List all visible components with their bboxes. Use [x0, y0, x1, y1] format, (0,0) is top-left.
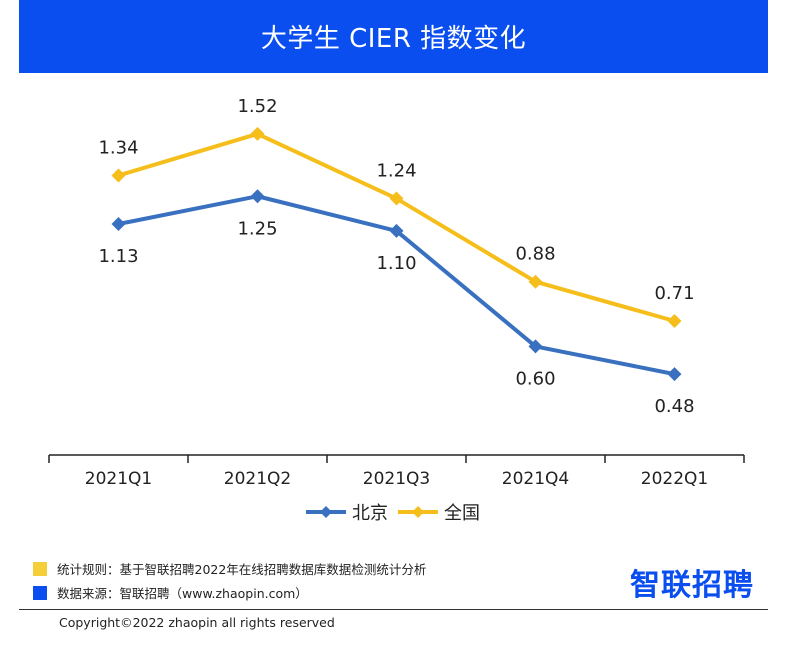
x-tick-label: 2021Q2 [224, 469, 291, 489]
data-source-note: 数据来源：智联招聘（www.zhaopin.com） [33, 583, 308, 602]
data-point-marker [250, 189, 265, 204]
x-tick-label: 2021Q1 [85, 469, 152, 489]
data-point-marker [528, 339, 543, 354]
data-point-marker [667, 367, 682, 382]
data-point-marker [111, 216, 126, 231]
stat-rule-note: 统计规则：基于智联招聘2022年在线招聘数据库数据检测统计分析 [33, 559, 426, 578]
x-tick-label: 2022Q1 [641, 469, 708, 489]
data-label: 1.34 [98, 137, 138, 158]
legend-marker [320, 506, 332, 518]
data-label: 1.24 [376, 161, 416, 182]
stat-rule-text: 统计规则：基于智联招聘2022年在线招聘数据库数据检测统计分析 [57, 562, 427, 577]
x-tick-label: 2021Q4 [502, 469, 569, 489]
data-point-marker [389, 191, 404, 206]
data-point-marker [389, 223, 404, 238]
line-chart: 2021Q1 2021Q2 2021Q3 2021Q4 2022Q1 1.13 1.25 1.… [48, 96, 745, 524]
legend-label: 北京 [352, 503, 388, 524]
zhaopin-logo: 智联招聘 [630, 568, 754, 603]
data-label: 1.25 [237, 218, 277, 239]
stat-rule-swatch [33, 561, 47, 576]
series-line-1 [116, 194, 677, 377]
data-label: 0.71 [654, 283, 694, 304]
data-point-marker [250, 126, 265, 141]
legend-marker [412, 506, 424, 518]
legend-label: 全国 [444, 503, 480, 524]
data-label: 1.13 [98, 246, 138, 267]
data-source-text: 数据来源：智联招聘（www.zhaopin.com） [57, 586, 308, 601]
copyright-text: Copyright©2022 zhaopin all rights reserv… [59, 615, 335, 630]
data-point-marker [667, 313, 682, 328]
footer-divider [19, 609, 768, 610]
data-label: 1.52 [237, 96, 277, 117]
x-tick-label: 2021Q3 [363, 469, 430, 489]
data-label: 0.60 [515, 368, 555, 389]
data-point-marker [528, 274, 543, 289]
data-label: 1.10 [376, 253, 416, 274]
data-label: 0.88 [515, 244, 555, 265]
chart-title: 大学生 CIER 指数变化 [19, 0, 768, 73]
data-point-marker [111, 168, 126, 183]
data-source-swatch [33, 585, 47, 600]
data-label: 0.48 [654, 396, 694, 417]
